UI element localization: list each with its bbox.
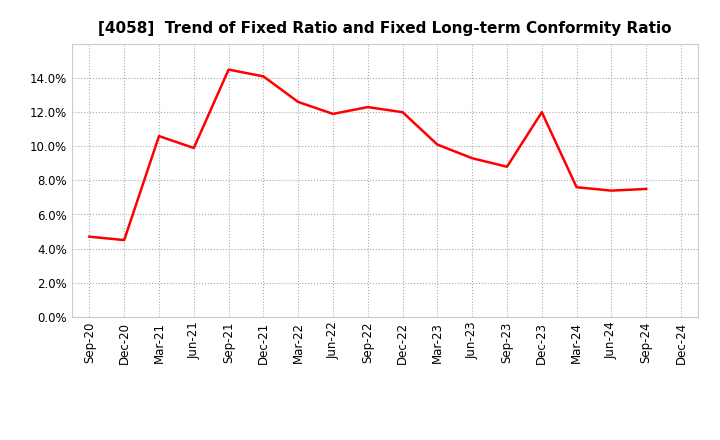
Title: [4058]  Trend of Fixed Ratio and Fixed Long-term Conformity Ratio: [4058] Trend of Fixed Ratio and Fixed Lo… <box>99 21 672 36</box>
